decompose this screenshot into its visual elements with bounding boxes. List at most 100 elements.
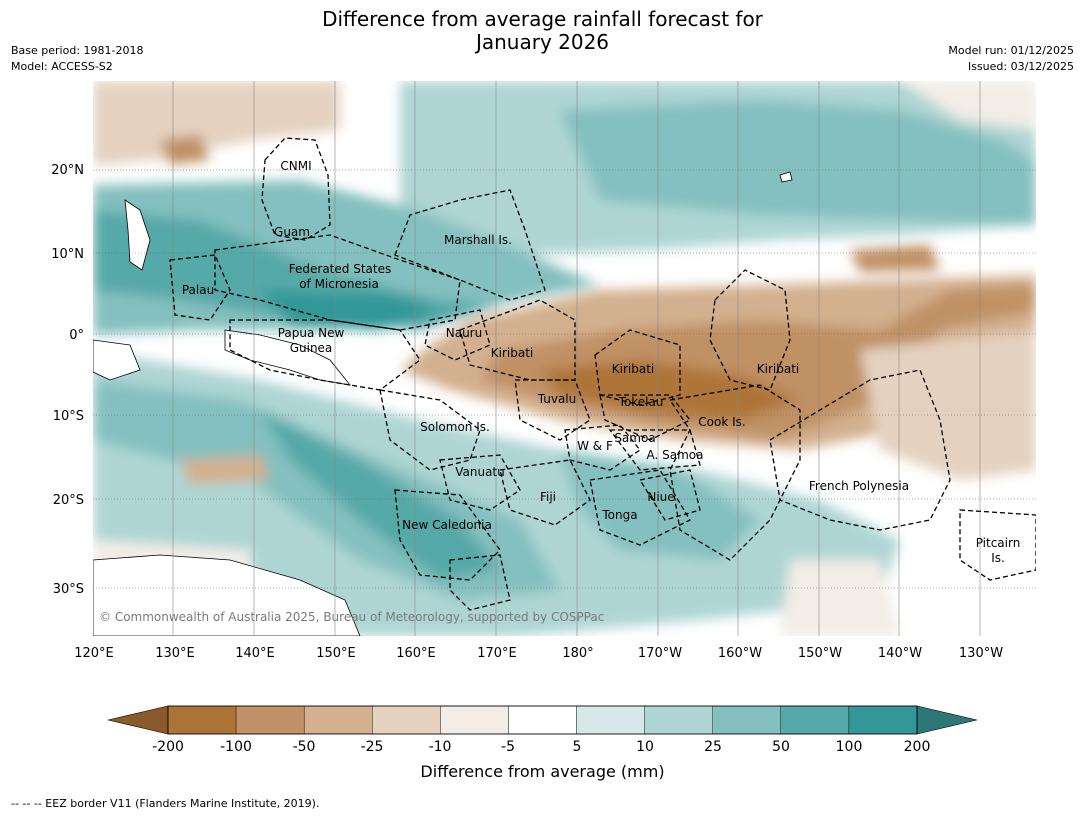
- eez-wallis-futuna: [564, 424, 641, 471]
- label-american-samoa: A. Samoa: [647, 448, 704, 462]
- lat-label: 0°: [69, 328, 84, 343]
- label-pitcairn-2: Is.: [991, 551, 1005, 565]
- eez-cook: [668, 384, 801, 561]
- longitude-axis: 120°E 130°E 140°E 150°E 160°E 170°E 180°…: [74, 646, 1003, 661]
- eez-tuvalu: [514, 379, 591, 441]
- label-cook: Cook Is.: [698, 415, 745, 429]
- label-png-2: Guinea: [290, 341, 333, 355]
- meta-right: Model run: 01/12/2025 Issued: 03/12/2025: [948, 43, 1074, 75]
- wet-zone-vanuatu: [260, 410, 500, 580]
- label-pitcairn-1: Pitcairn: [976, 536, 1021, 550]
- sulawesi: [93, 339, 141, 381]
- colorbar-cell: [372, 705, 441, 735]
- meta-left: Base period: 1981-2018 Model: ACCESS-S2: [11, 43, 143, 75]
- philippines: [124, 199, 151, 271]
- lon-label: 170°W: [638, 646, 682, 661]
- colorbar-tick: -100: [220, 739, 252, 755]
- colorbar-cell: [235, 705, 305, 735]
- colorbar: -200 -100 -50 -25 -10 -5 5 10 25 50 100 …: [107, 705, 978, 755]
- lon-label: 140°W: [878, 646, 922, 661]
- chart-title: Difference from average rainfall forecas…: [0, 8, 1085, 54]
- eez-border-note: -- -- -- EEZ border V11 (Flanders Marine…: [11, 797, 320, 810]
- eez-solomon: [379, 389, 481, 471]
- colorbar-cell: [848, 705, 918, 735]
- eez-new-caledonia: [394, 489, 501, 581]
- colorbar-tick: -200: [152, 739, 184, 755]
- lat-label: 20°N: [51, 163, 84, 178]
- colorbar-tick: 50: [772, 739, 790, 755]
- landmasses: [93, 171, 793, 636]
- label-new-caledonia: New Caledonia: [402, 518, 492, 532]
- colorbar-cell: [576, 705, 645, 735]
- label-nauru: Nauru: [446, 326, 482, 340]
- dry-zone-northeast: [900, 81, 1036, 130]
- eez-vanuatu: [439, 454, 521, 511]
- label-tonga: Tonga: [601, 508, 637, 522]
- colorbar-tick: 100: [836, 739, 863, 755]
- eez-kiribati-line: [709, 269, 791, 391]
- colorbar-cell: [508, 705, 577, 735]
- eez-palau: [169, 254, 231, 321]
- eez-french-polynesia: [769, 369, 951, 531]
- label-png-1: Papua New: [278, 326, 345, 340]
- australia: [93, 554, 361, 636]
- label-samoa: Samoa: [614, 431, 655, 445]
- eez-borders: [169, 137, 1036, 611]
- label-cnmi: CNMI: [280, 159, 311, 173]
- lon-label: 160°E: [396, 646, 436, 661]
- colorbar-ticks: -200 -100 -50 -25 -10 -5 5 10 25 50 100 …: [152, 739, 930, 755]
- eez-samoa: [608, 429, 701, 471]
- eez-tonga: [589, 469, 691, 546]
- colorbar-cell: [644, 705, 713, 735]
- label-fsm-1: Federated States: [289, 262, 391, 276]
- label-kiribati-central: Kiribati: [612, 362, 654, 376]
- lon-label: 140°E: [235, 646, 275, 661]
- latitude-gridlines: [93, 169, 1036, 589]
- eez-marshall: [394, 189, 546, 301]
- colorbar-frame: [167, 705, 918, 735]
- region-labels: CNMI Guam Marshall Is. Federated States …: [182, 159, 1020, 565]
- lat-label: 20°S: [53, 493, 84, 508]
- dry-zone-core: [540, 360, 800, 420]
- dry-zone-nw-core: [160, 135, 210, 165]
- eez-nauru: [424, 309, 491, 361]
- colorbar-label: Difference from average (mm): [420, 762, 665, 781]
- colorbar-tick: -5: [501, 739, 515, 755]
- label-french-polynesia: French Polynesia: [809, 479, 909, 493]
- title-line-1: Difference from average rainfall forecas…: [322, 7, 763, 31]
- colorbar-tick: 5: [573, 739, 582, 755]
- colorbar-extend-low: [107, 705, 169, 735]
- eez-pitcairn: [959, 509, 1036, 581]
- colorbar-extend-high: [916, 705, 978, 735]
- copyright-notice: © Commonwealth of Australia 2025, Bureau…: [99, 610, 604, 624]
- colorbar-cells: [167, 705, 918, 735]
- lon-label: 130°W: [959, 646, 1003, 661]
- label-marshall: Marshall Is.: [444, 233, 512, 247]
- wet-zone-south: [93, 350, 900, 636]
- label-niue: Niue: [647, 490, 674, 504]
- label-guam: Guam: [274, 225, 310, 239]
- colorbar-cell: [167, 705, 237, 735]
- label-kiribati-east: Kiribati: [757, 362, 799, 376]
- label-fsm-2: of Micronesia: [299, 277, 379, 291]
- lon-label: 130°E: [155, 646, 195, 661]
- lat-label: 10°N: [51, 247, 84, 262]
- longitude-gridlines: [172, 81, 981, 636]
- model-name: Model: ACCESS-S2: [11, 60, 113, 73]
- issued-date: Issued: 03/12/2025: [967, 60, 1074, 73]
- colorbar-tick: 10: [636, 739, 654, 755]
- lon-label: 150°E: [316, 646, 356, 661]
- colorbar-tick: 25: [704, 739, 722, 755]
- lon-label: 180°: [562, 646, 593, 661]
- map-area: CNMI Guam Marshall Is. Federated States …: [93, 81, 1036, 636]
- lon-label: 120°E: [74, 646, 114, 661]
- dry-zone-southeast: [780, 560, 900, 636]
- colorbar-cell: [303, 705, 373, 735]
- colorbar-tick: -25: [361, 739, 384, 755]
- lat-label: 10°S: [53, 409, 84, 424]
- title-line-2: January 2026: [475, 30, 610, 54]
- colorbar-tick: -10: [429, 739, 452, 755]
- lon-label: 150°W: [798, 646, 842, 661]
- dry-zone-coral: [180, 455, 270, 485]
